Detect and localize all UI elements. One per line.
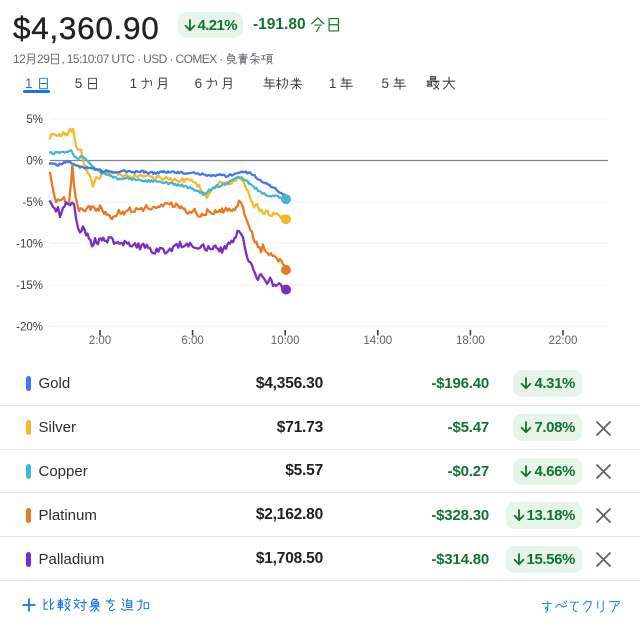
svg-text:22:00: 22:00: [549, 335, 578, 347]
svg-text:-15%: -15%: [16, 280, 43, 292]
svg-text:2:00: 2:00: [89, 335, 111, 347]
svg-text:-20%: -20%: [16, 322, 43, 334]
svg-text:14:00: 14:00: [363, 335, 392, 347]
svg-text:18:00: 18:00: [456, 335, 485, 347]
svg-text:10:00: 10:00: [271, 335, 300, 347]
svg-text:6:00: 6:00: [181, 335, 203, 347]
svg-text:0%: 0%: [26, 156, 43, 168]
svg-text:-10%: -10%: [16, 239, 43, 251]
svg-text:5%: 5%: [26, 114, 43, 126]
svg-text:-5%: -5%: [23, 197, 43, 209]
